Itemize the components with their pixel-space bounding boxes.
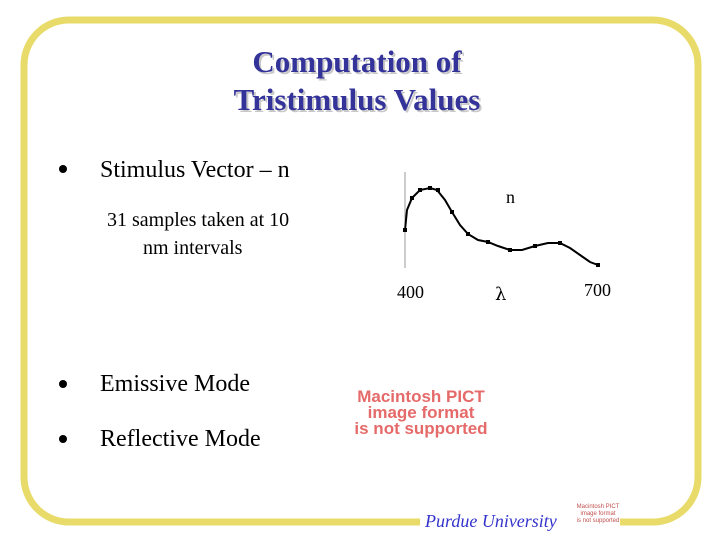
placeholder-text: Macintosh PICT: [577, 504, 620, 510]
placeholder-text: is not supported: [354, 419, 487, 438]
placeholder-text: is not supported: [577, 518, 620, 524]
bullet-text: Reflective Mode: [100, 426, 261, 452]
placeholder-text: Macintosh PICT: [357, 387, 485, 406]
placeholder-text: image format: [580, 511, 615, 517]
image-placeholder: Macintosh PICT image format is not suppo…: [354, 387, 487, 438]
bullet: [59, 380, 67, 388]
spectrum-plot: n 400 λ 700: [397, 172, 611, 305]
sample-points: [403, 186, 600, 267]
footer-text: Purdue University: [424, 511, 557, 531]
axis-label: 400: [397, 282, 424, 302]
axis-label: 700: [584, 280, 611, 300]
bullet: [59, 435, 67, 443]
title-shadow: Computation of: [254, 46, 464, 81]
footer-backdrop: [420, 508, 620, 532]
small-placeholder: Macintosh PICT image format is not suppo…: [577, 504, 620, 524]
placeholder-text: image format: [368, 403, 475, 422]
sub-bullet-text: 31 samples taken at 10: [107, 209, 289, 231]
bullet: [59, 165, 67, 173]
curve-label: n: [506, 187, 515, 207]
spectrum-curve: [404, 186, 599, 266]
bullet-text: Emissive Mode: [100, 371, 250, 397]
bullet-text: Stimulus Vector – n: [100, 157, 290, 183]
title-shadow: Tristimulus Values: [236, 84, 483, 119]
sub-bullet-text: nm intervals: [143, 237, 243, 259]
slide-border: [20, 16, 702, 526]
title-line: Tristimulus Values: [234, 82, 481, 117]
axis-label: λ: [495, 284, 506, 305]
title-line: Computation of: [252, 44, 462, 79]
